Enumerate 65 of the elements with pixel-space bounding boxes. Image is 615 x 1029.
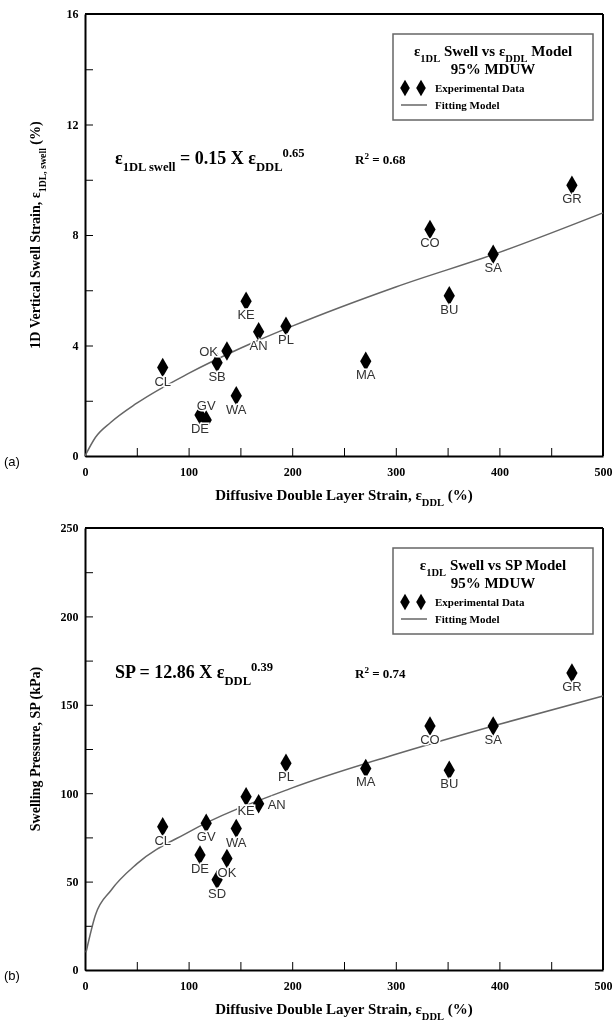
annotation: OK [217, 864, 237, 880]
y-tick-label: 4 [72, 338, 79, 353]
y-tick-label: 50 [66, 874, 79, 889]
x-tick-label: 100 [180, 978, 199, 993]
annotation: R$^{2}$ = 0.68 [355, 151, 407, 167]
legend-label: Experimental Data [435, 82, 526, 94]
x-axis-title: Diffusive Double Layer Strain, ε$_{DDL}$ (%) [215, 1001, 473, 1022]
y-tick-label: 12 [66, 117, 79, 132]
x-tick-label: 400 [490, 978, 509, 993]
text: (a) [4, 454, 20, 469]
annotation: SA [484, 732, 503, 748]
annotation: GV [196, 829, 216, 845]
annotation: AN [267, 796, 286, 812]
x-tick-label: 500 [594, 978, 613, 993]
annotation: SB [208, 368, 226, 384]
annotation: GV [196, 398, 216, 414]
y-tick-label: 0 [72, 963, 79, 978]
annotation: KE [237, 307, 256, 323]
annotation: SD [208, 885, 227, 901]
y-tick-label: 200 [60, 609, 79, 624]
y-tick-label: 100 [60, 786, 79, 801]
annotation: SA [484, 260, 503, 276]
annotation: BU [440, 301, 459, 317]
annotation: GR [562, 678, 582, 694]
annotation: PL [278, 769, 294, 785]
annotation: OK [199, 344, 219, 360]
x-tick-label: 300 [387, 978, 406, 993]
annotation: WA [226, 834, 247, 850]
x-tick-label: 500 [594, 464, 613, 479]
annotation: BU [440, 776, 459, 792]
line-series [85, 695, 604, 954]
x-tick-label: 300 [387, 464, 406, 479]
annotation: CL [154, 373, 172, 389]
annotation: CL [154, 832, 172, 848]
x-tick-label: 200 [283, 464, 302, 479]
annotation: MA [356, 367, 376, 383]
y-tick-label: 8 [72, 228, 79, 243]
annotation: CO [420, 235, 440, 251]
y-tick-label: 16 [66, 7, 79, 22]
y-tick-label: 250 [60, 521, 79, 536]
legend-label: Experimental Data [435, 596, 526, 608]
annotation: WA [226, 401, 247, 417]
annotation: PL [278, 332, 294, 348]
annotation: DE [190, 861, 210, 877]
x-tick-label: 0 [82, 978, 89, 993]
y-tick-label: 0 [72, 449, 79, 464]
annotation: R$^{2}$ = 0.74 [355, 665, 407, 681]
annotation: AN [249, 337, 268, 353]
x-tick-label: 0 [82, 464, 89, 479]
annotation: GR [562, 191, 582, 207]
y-tick-label: 150 [60, 698, 79, 713]
x-tick-label: 400 [490, 464, 509, 479]
annotation: MA [356, 774, 376, 790]
legend-title: ε$_{1DL}$ Swell vs SP Model 95% MDUW [419, 557, 567, 591]
legend-label: Fitting Model [435, 613, 500, 625]
annotation: CO [420, 732, 440, 748]
annotation: KE [237, 802, 256, 818]
x-axis-title: Diffusive Double Layer Strain, ε$_{DDL}$ (%) [215, 487, 473, 508]
x-tick-label: 100 [180, 464, 199, 479]
text: (b) [4, 968, 20, 983]
x-tick-label: 200 [283, 978, 302, 993]
legend-title: ε$_{1DL}$ Swell vs ε$_{DDL}$ Model 95% MDUW [413, 43, 573, 77]
y-axis-title: Swelling Pressure, SP (kPa) [28, 666, 44, 832]
legend-label: Fitting Model [435, 99, 500, 111]
annotation: DE [190, 421, 210, 437]
